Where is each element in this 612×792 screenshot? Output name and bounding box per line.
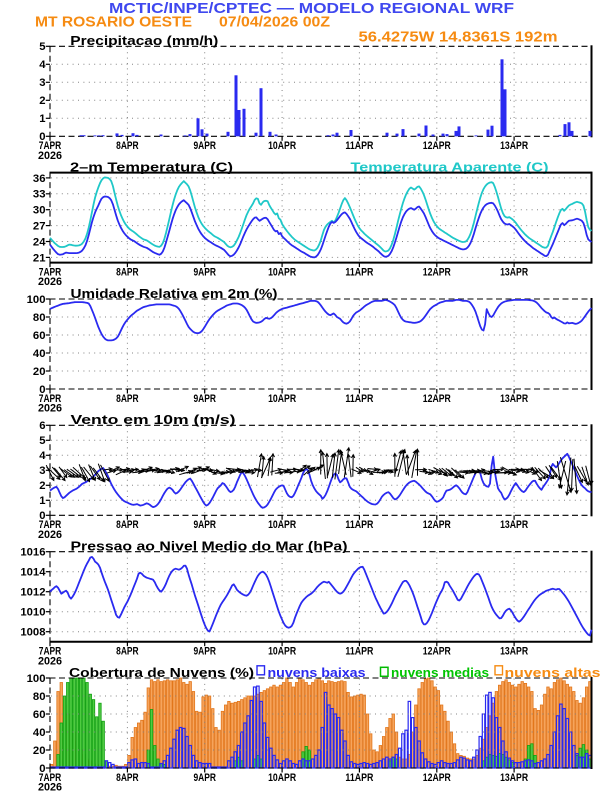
svg-text:8APR: 8APR: [116, 140, 139, 152]
svg-text:0: 0: [39, 510, 45, 522]
svg-text:6: 6: [39, 420, 45, 432]
svg-text:20: 20: [33, 366, 46, 378]
svg-text:1008: 1008: [20, 627, 45, 639]
svg-text:56.4275W 14.8361S 192m: 56.4275W 14.8361S 192m: [359, 30, 558, 46]
svg-text:13APR: 13APR: [500, 393, 528, 405]
svg-text:nuvens medias: nuvens medias: [391, 665, 489, 680]
svg-text:8APR: 8APR: [116, 266, 139, 278]
svg-text:10APR: 10APR: [268, 772, 296, 784]
svg-text:3: 3: [39, 465, 45, 477]
svg-text:12APR: 12APR: [423, 393, 451, 405]
svg-text:Umidade Relativa em 2m (%): Umidade Relativa em 2m (%): [71, 286, 278, 301]
svg-text:4: 4: [39, 450, 46, 462]
svg-text:10APR: 10APR: [268, 519, 296, 531]
svg-text:1010: 1010: [20, 607, 45, 619]
svg-text:1014: 1014: [20, 567, 46, 579]
svg-text:7APR: 7APR: [39, 519, 62, 531]
svg-text:12APR: 12APR: [423, 772, 451, 784]
svg-text:10APR: 10APR: [268, 266, 296, 278]
svg-text:2–m Temperatura (C): 2–m Temperatura (C): [70, 159, 233, 174]
svg-text:MT ROSARIO OESTE: MT ROSARIO OESTE: [35, 14, 192, 30]
svg-text:20: 20: [33, 745, 46, 757]
svg-text:3: 3: [39, 77, 45, 89]
svg-text:1: 1: [39, 113, 45, 125]
svg-text:MCTIC/INPE/CPTEC — MODELO REGI: MCTIC/INPE/CPTEC — MODELO REGIONAL WRF: [109, 1, 514, 17]
svg-text:7APR: 7APR: [39, 266, 62, 278]
svg-text:7APR: 7APR: [39, 772, 62, 784]
svg-text:11APR: 11APR: [345, 266, 373, 278]
svg-text:nuvens altas: nuvens altas: [505, 665, 601, 680]
svg-text:12APR: 12APR: [423, 519, 451, 531]
svg-text:13APR: 13APR: [500, 266, 528, 278]
svg-text:2: 2: [39, 480, 45, 492]
svg-text:2026: 2026: [38, 655, 62, 667]
svg-text:2026: 2026: [38, 150, 62, 162]
svg-text:11APR: 11APR: [345, 140, 373, 152]
svg-text:100: 100: [27, 294, 46, 306]
svg-text:8APR: 8APR: [116, 646, 139, 658]
svg-text:Temperatura Aparente (C): Temperatura Aparente (C): [351, 159, 549, 174]
svg-text:9APR: 9APR: [193, 519, 216, 531]
svg-text:60: 60: [33, 330, 46, 342]
svg-text:9APR: 9APR: [193, 772, 216, 784]
svg-text:13APR: 13APR: [500, 646, 528, 658]
svg-text:0: 0: [39, 131, 45, 143]
svg-text:2026: 2026: [38, 276, 62, 288]
svg-text:13APR: 13APR: [500, 772, 528, 784]
svg-text:21: 21: [33, 252, 46, 264]
svg-text:10APR: 10APR: [268, 393, 296, 405]
svg-text:5: 5: [39, 41, 45, 53]
svg-text:9APR: 9APR: [193, 266, 216, 278]
svg-text:2026: 2026: [38, 403, 62, 415]
svg-text:13APR: 13APR: [500, 140, 528, 152]
svg-text:2026: 2026: [38, 529, 62, 541]
svg-text:8APR: 8APR: [116, 772, 139, 784]
svg-text:0: 0: [39, 384, 45, 396]
svg-text:40: 40: [33, 348, 46, 360]
svg-text:9APR: 9APR: [193, 140, 216, 152]
svg-text:5: 5: [39, 435, 45, 447]
svg-text:11APR: 11APR: [345, 772, 373, 784]
svg-text:80: 80: [33, 691, 46, 703]
svg-text:7APR: 7APR: [39, 393, 62, 405]
svg-text:30: 30: [33, 205, 46, 217]
svg-text:80: 80: [33, 312, 46, 324]
svg-text:24: 24: [33, 236, 46, 248]
svg-text:07/04/2026 00Z: 07/04/2026 00Z: [219, 14, 330, 30]
svg-text:13APR: 13APR: [500, 519, 528, 531]
svg-text:12APR: 12APR: [423, 646, 451, 658]
svg-text:1: 1: [39, 495, 45, 507]
svg-text:10APR: 10APR: [268, 646, 296, 658]
svg-text:2: 2: [39, 95, 45, 107]
svg-text:Cobertura de Nuvens (%): Cobertura de Nuvens (%): [69, 665, 254, 680]
svg-text:33: 33: [33, 189, 46, 201]
svg-text:1016: 1016: [20, 547, 45, 559]
svg-text:8APR: 8APR: [116, 519, 139, 531]
svg-text:8APR: 8APR: [116, 393, 139, 405]
svg-text:11APR: 11APR: [345, 393, 373, 405]
svg-text:7APR: 7APR: [39, 140, 62, 152]
svg-text:Pressao ao Nivel Medio do Mar: Pressao ao Nivel Medio do Mar (hPa): [71, 539, 348, 554]
svg-text:11APR: 11APR: [345, 646, 373, 658]
svg-text:9APR: 9APR: [193, 646, 216, 658]
svg-text:0: 0: [39, 763, 45, 775]
svg-text:10APR: 10APR: [268, 140, 296, 152]
svg-text:7APR: 7APR: [39, 646, 62, 658]
svg-text:Vento em 10m (m/s): Vento em 10m (m/s): [71, 412, 236, 427]
svg-text:4: 4: [39, 59, 46, 71]
svg-text:40: 40: [33, 727, 46, 739]
svg-text:1012: 1012: [20, 587, 45, 599]
svg-text:Precipitacao (mm/h): Precipitacao (mm/h): [70, 33, 218, 48]
svg-text:60: 60: [33, 709, 46, 721]
svg-text:12APR: 12APR: [423, 266, 451, 278]
svg-text:11APR: 11APR: [345, 519, 373, 531]
svg-text:nuvens baixas: nuvens baixas: [268, 665, 366, 680]
svg-text:27: 27: [33, 221, 46, 233]
svg-text:12APR: 12APR: [423, 140, 451, 152]
svg-text:9APR: 9APR: [193, 393, 216, 405]
svg-text:100: 100: [27, 673, 46, 685]
svg-text:2026: 2026: [38, 782, 62, 792]
svg-text:36: 36: [33, 173, 46, 185]
